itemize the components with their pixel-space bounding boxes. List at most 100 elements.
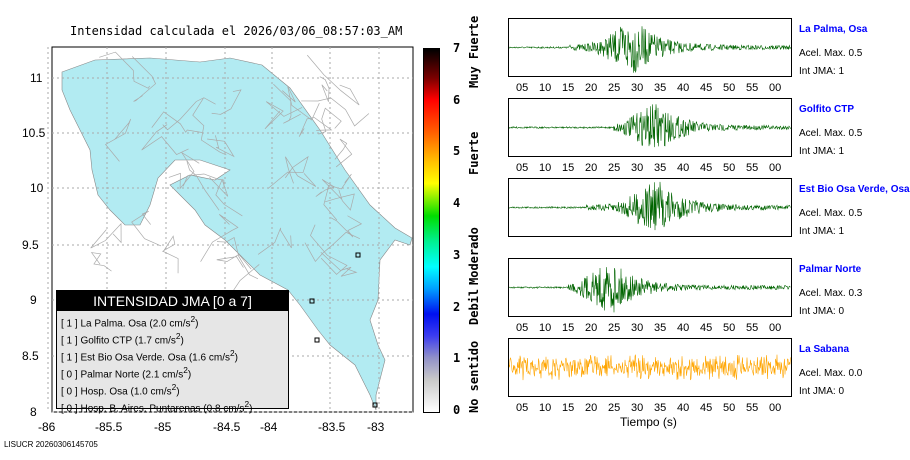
station-name: Golfito CTP (799, 104, 854, 115)
time-tick: 15 (562, 82, 575, 94)
time-tick: 25 (608, 322, 621, 334)
road (306, 54, 360, 106)
time-tick: 25 (608, 162, 621, 174)
time-tick: 15 (562, 322, 575, 334)
time-tick: 10 (539, 82, 552, 94)
time-tick: 10 (539, 162, 552, 174)
time-tick: 20 (585, 162, 598, 174)
road (182, 173, 225, 188)
station-acel-max: Acel. Max. 0.3 (799, 288, 863, 299)
time-tick: 00 (769, 162, 782, 174)
time-tick: 55 (746, 322, 759, 334)
legend-intensity: [ 0 ] (61, 369, 78, 381)
time-tick: 10 (539, 402, 552, 414)
time-tick: 30 (631, 162, 644, 174)
legend-item: [ 0 ] Hosp. B. Aires. Puntarenas (0.8 cm… (61, 399, 253, 415)
road (207, 135, 235, 158)
station-name: Palmar Norte (799, 264, 862, 275)
colorbar-tick: 7 (453, 41, 461, 55)
map-xtick: -84 (260, 420, 278, 434)
colorbar-tick: 0 (453, 402, 461, 417)
time-tick: 00 (769, 322, 782, 334)
road (151, 111, 203, 133)
road (318, 107, 342, 135)
intensity-legend: INTENSIDAD JMA [0 a 7] [ 1 ] La Palma. O… (56, 290, 289, 414)
road (131, 56, 156, 102)
waveform (509, 26, 791, 73)
legend-exponent: 2 (190, 314, 196, 324)
waveform-trace (509, 354, 791, 381)
time-tick: 35 (654, 322, 667, 334)
colorbar-tick: 2 (453, 299, 461, 314)
legend-station: Golfito CTP (1.7 cm/s (80, 335, 176, 347)
time-tick: 05 (516, 162, 529, 174)
legend-intensity: [ 0 ] (61, 403, 78, 415)
road (162, 97, 216, 131)
road (319, 76, 330, 102)
road (211, 89, 242, 115)
colorbar-tick: 4 (453, 196, 461, 211)
road (200, 214, 239, 262)
time-tick: 05 (516, 402, 529, 414)
legend-station: Hosp. B. Aires. Puntarenas (0.8 cm/s (80, 403, 245, 415)
time-tick: 30 (631, 322, 644, 334)
road (131, 210, 162, 247)
map-xtick: -84.5 (213, 420, 241, 434)
waveform-trace (509, 104, 791, 148)
legend-exponent: 2 (175, 331, 181, 341)
road (310, 224, 348, 275)
station-int-jma: Int JMA: 1 (799, 226, 845, 237)
time-tick: 25 (608, 82, 621, 94)
road (320, 252, 358, 277)
road (264, 101, 303, 130)
legend-intensity: [ 1 ] (61, 318, 78, 330)
waveform (509, 267, 791, 313)
intensity-colorbar (423, 48, 440, 413)
legend-exponent: 2 (244, 399, 250, 409)
map-ytick: 9.5 (22, 238, 39, 252)
station-name: La Sabana (799, 344, 850, 355)
map-xtick: -85.5 (95, 420, 123, 434)
road (330, 215, 363, 238)
legend-station: Est Bio Osa Verde. Osa (1.6 cm/s (80, 352, 230, 364)
station-name: La Palma, Osa (799, 24, 868, 35)
legend-item: [ 0 ] Hosp. Osa (1.0 cm/s2) (61, 382, 180, 398)
road (301, 97, 370, 127)
time-tick: 00 (769, 82, 782, 94)
station-acel-max: Acel. Max. 0.5 (799, 208, 863, 219)
legend-item: [ 0 ] Palmar Norte (2.1 cm/s2) (61, 365, 192, 381)
time-tick: 55 (746, 402, 759, 414)
road (323, 173, 352, 221)
map-xtick: -83.5 (318, 420, 346, 434)
colorbar-category: Fuerte (467, 131, 481, 175)
legend-intensity: [ 1 ] (61, 352, 78, 364)
road (325, 189, 355, 211)
legend-station: Palmar Norte (2.1 cm/s (80, 369, 184, 381)
seismogram-panel (508, 338, 792, 397)
map-xtick: -86 (38, 420, 56, 434)
seismogram-panel (508, 98, 792, 157)
x-axis-label: Tiempo (s) (620, 415, 677, 429)
seismogram-panel (508, 258, 792, 317)
colorbar-tick: 1 (453, 351, 461, 366)
time-tick: 35 (654, 162, 667, 174)
legend-item: [ 1 ] La Palma. Osa (2.0 cm/s2) (61, 314, 199, 330)
map-ytick: 8.5 (22, 349, 39, 363)
legend-station: La Palma. Osa (2.0 cm/s (80, 318, 191, 330)
road (90, 252, 112, 272)
road (186, 161, 220, 211)
legend-item: [ 1 ] Est Bio Osa Verde. Osa (1.6 cm/s2) (61, 348, 238, 364)
map-ytick: 11 (30, 71, 43, 85)
road (216, 254, 252, 270)
map-ytick: 10 (30, 181, 44, 195)
time-tick: 40 (677, 322, 690, 334)
map-title: Intensidad calculada el 2026/03/06_08:57… (70, 24, 403, 38)
colorbar-tick: 6 (453, 92, 461, 107)
road (105, 118, 132, 162)
road (216, 237, 259, 280)
time-tick: 30 (631, 402, 644, 414)
time-tick: 30 (631, 82, 644, 94)
seismogram-panel (508, 18, 792, 77)
roads (90, 51, 370, 307)
map-xtick: -85 (154, 420, 172, 434)
